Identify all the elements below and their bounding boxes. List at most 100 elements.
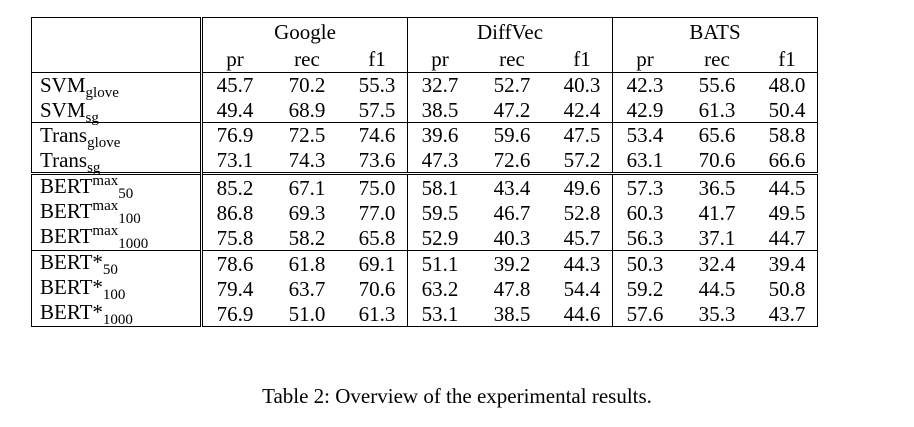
- cell-bats-rec: 44.5: [698, 276, 736, 301]
- row-label-subscript: glove: [87, 135, 121, 152]
- row-label-superscript: max: [92, 223, 119, 239]
- cell-bats-f1: 39.4: [757, 250, 818, 276]
- row-label-size: 50: [102, 262, 118, 278]
- cell-bats-rec: 32.4: [677, 250, 757, 276]
- row-label-size: 100: [118, 211, 141, 227]
- metric-header-row: pr rec f1 pr rec f1 pr rec f1: [32, 46, 818, 73]
- results-table: Google DiffVec BATS pr rec f1 pr rec f1 pr rec f…: [31, 17, 818, 328]
- cell-diffvec-pr: 52.9: [407, 225, 472, 251]
- cell-bats-rec: 61.3: [698, 97, 736, 122]
- table-row: SVMsg 49.4 68.9 57.5 38.5 47.2 42.4 42.9 61.3 50.…: [32, 97, 818, 126]
- cell-diffvec-f1: 42.4: [563, 97, 601, 122]
- row-label-base: BERT: [40, 174, 93, 198]
- row-label-superscript: max: [92, 173, 119, 189]
- cell-google-pr: 49.4: [200, 97, 267, 123]
- table-row: Transsg 73.1 74.3 73.6 47.3 72.6 57.2 63.1 70.6 6…: [32, 147, 818, 176]
- cell-google-f1: 73.6: [358, 147, 396, 172]
- cell-google-f1: 55.3: [347, 72, 408, 98]
- cell-google-pr: 85.2: [200, 172, 267, 200]
- cell-google-rec: 67.1: [267, 172, 347, 200]
- table-row: Transglove 76.9 72.5 74.6 39.6 59.6 47.5 53.4 65…: [31, 122, 818, 152]
- cell-bats-f1: 66.6: [768, 147, 806, 172]
- group-header-row: Google DiffVec BATS: [32, 17, 818, 46]
- cell-google-rec: 74.3: [288, 147, 326, 172]
- cell-google-pr: 79.4: [200, 276, 267, 301]
- cell-diffvec-rec: 47.2: [493, 97, 531, 122]
- metric-header-pr: pr: [612, 46, 677, 73]
- metric-header-pr: pr: [200, 46, 267, 73]
- row-label: BERT*100: [32, 276, 202, 303]
- metric-header-f1: f1: [573, 47, 591, 71]
- cell-bats-pr: 57.3: [612, 172, 677, 200]
- cell-google-pr: 76.9: [200, 301, 267, 327]
- row-label: BERT*50: [31, 250, 202, 278]
- cell-bats-pr: 59.2: [612, 276, 677, 301]
- cell-diffvec-pr: 39.6: [407, 122, 472, 148]
- cell-diffvec-rec: 46.7: [493, 200, 531, 225]
- cell-bats-f1: 50.8: [768, 276, 806, 301]
- row-label: Transglove: [31, 122, 202, 152]
- row-label-subscript: sg: [85, 109, 99, 126]
- table-row: BERT*1000 76.9 51.0 61.3 53.1 38.5 44.6 57.6 35.…: [32, 301, 818, 328]
- row-label-subscript: sg: [87, 159, 101, 176]
- cell-google-rec: 72.5: [267, 122, 347, 148]
- cell-google-f1: 57.5: [358, 97, 396, 122]
- cell-bats-pr: 63.1: [612, 147, 677, 174]
- cell-google-pr: 86.8: [200, 200, 267, 225]
- metric-header-f1: f1: [778, 47, 796, 71]
- row-label-base: Trans: [40, 123, 88, 148]
- cell-diffvec-pr: 32.7: [407, 72, 472, 98]
- row-label-superscript: max: [92, 198, 119, 214]
- cell-diffvec-pr: 59.5: [407, 200, 472, 225]
- cell-diffvec-rec: 40.3: [493, 225, 531, 250]
- cell-bats-f1: 44.5: [757, 172, 818, 200]
- cell-diffvec-rec: 59.6: [472, 122, 552, 148]
- cell-diffvec-rec: 47.8: [493, 276, 531, 301]
- cell-diffvec-pr: 51.1: [407, 250, 472, 276]
- cell-google-f1: 77.0: [358, 200, 396, 225]
- cell-diffvec-rec: 52.7: [472, 72, 552, 98]
- cell-google-pr: 78.6: [200, 250, 267, 276]
- cell-google-pr: 73.1: [200, 147, 267, 174]
- cell-google-f1: 74.6: [347, 122, 408, 148]
- cell-bats-rec: 36.5: [677, 172, 757, 200]
- cell-diffvec-f1: 40.3: [552, 72, 613, 98]
- cell-diffvec-f1: 54.4: [563, 276, 601, 301]
- cell-google-pr: 45.7: [200, 72, 267, 98]
- table-row: BERTmax1000 75.8 58.2 65.8 52.9 40.3 45.7 56.3 3…: [32, 223, 818, 253]
- cell-bats-pr: 53.4: [612, 122, 677, 148]
- row-label-base: Trans: [40, 147, 88, 172]
- cell-bats-f1: 44.7: [768, 225, 806, 250]
- table-caption: Table 2: Overview of the experimental re…: [262, 384, 652, 408]
- cell-google-rec: 68.9: [288, 97, 326, 122]
- cell-bats-pr: 57.6: [612, 301, 677, 327]
- cell-google-rec: 69.3: [288, 200, 326, 225]
- metric-header-pr: pr: [407, 46, 472, 73]
- cell-diffvec-f1: 49.6: [552, 172, 613, 200]
- table-row: BERT*100 79.4 63.7 70.6 63.2 47.8 54.4 59.2 44.5…: [32, 276, 818, 303]
- metric-header-rec: rec: [499, 47, 525, 71]
- row-label-size: 100: [102, 287, 126, 303]
- cell-google-rec: 63.7: [288, 276, 326, 301]
- metric-header-rec: rec: [704, 47, 730, 71]
- row-label-base: SVM: [40, 97, 86, 122]
- cell-google-rec: 58.2: [288, 225, 326, 250]
- cell-diffvec-f1: 44.6: [563, 301, 601, 326]
- cell-diffvec-f1: 44.3: [552, 250, 613, 276]
- row-label-base: BERT*: [40, 250, 103, 274]
- cell-bats-f1: 50.4: [768, 97, 806, 122]
- table-row: BERTmax50 85.2 67.1 75.0 58.1 43.4 49.6 57.3 36.…: [31, 172, 818, 202]
- cell-bats-f1: 43.7: [768, 301, 806, 326]
- cell-google-rec: 70.2: [267, 72, 347, 98]
- cell-google-f1: 61.3: [358, 301, 396, 326]
- cell-bats-pr: 42.9: [612, 97, 677, 123]
- cell-bats-pr: 50.3: [612, 250, 677, 276]
- cell-diffvec-rec: 38.5: [493, 301, 531, 326]
- row-label: SVMsg: [32, 97, 202, 126]
- row-label-subscript: glove: [85, 85, 119, 102]
- cell-diffvec-rec: 39.2: [472, 250, 552, 276]
- cell-diffvec-rec: 43.4: [472, 172, 552, 200]
- cell-google-pr: 75.8: [200, 225, 267, 251]
- cell-bats-pr: 42.3: [612, 72, 677, 98]
- cell-google-f1: 75.0: [347, 172, 408, 200]
